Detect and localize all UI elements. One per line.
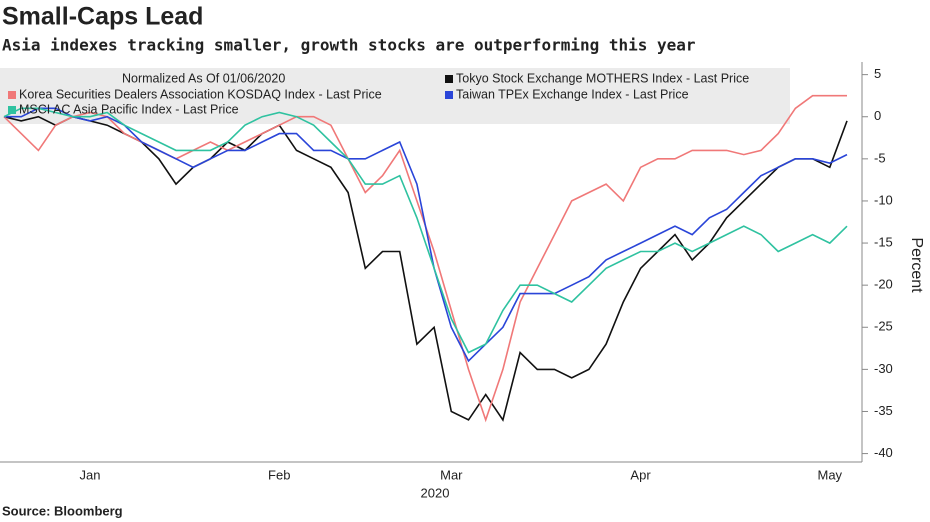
legend-label: Korea Securities Dealers Association KOS…: [19, 87, 382, 101]
chart-subtitle: Asia indexes tracking smaller, growth st…: [2, 36, 696, 55]
y-tick-label: 0: [874, 108, 881, 123]
y-tick-label: -20: [874, 277, 893, 292]
y-tick-label: -30: [874, 361, 893, 376]
series-line: [3, 94, 847, 423]
x-tick-label: Jan: [80, 467, 101, 482]
y-tick-label: -15: [874, 234, 893, 249]
y-tick-label: -25: [874, 319, 893, 334]
source: Source: Bloomberg: [2, 503, 123, 518]
legend-swatch: [445, 91, 453, 99]
legend-box: [0, 68, 790, 124]
legend-swatch: [445, 75, 453, 83]
y-axis-label: Percent: [908, 237, 925, 293]
x-tick-label: May: [818, 467, 843, 482]
legend-swatch: [8, 106, 16, 114]
chart-title: Small-Caps Lead: [2, 3, 203, 31]
series-line: [3, 107, 848, 354]
legend-label: MSCI AC Asia Pacific Index - Last Price: [19, 102, 239, 116]
legend-label: Taiwan TPEx Exchange Index - Last Price: [456, 87, 689, 101]
series-line: [3, 115, 848, 422]
x-tick-label: Feb: [268, 467, 290, 482]
legend-label: Tokyo Stock Exchange MOTHERS Index - Las…: [456, 71, 749, 85]
y-tick-label: -5: [874, 150, 886, 165]
x-tick-label: Apr: [630, 467, 651, 482]
x-tick-label: Mar: [440, 467, 463, 482]
y-tick-label: -40: [874, 445, 893, 460]
series-line: [4, 107, 848, 363]
legend-swatch: [8, 91, 16, 99]
y-tick-label: 5: [874, 66, 881, 81]
legend-title: Normalized As Of 01/06/2020: [122, 71, 285, 85]
y-tick-label: -35: [874, 403, 893, 418]
x-axis-label: 2020: [421, 485, 450, 500]
y-tick-label: -10: [874, 192, 893, 207]
